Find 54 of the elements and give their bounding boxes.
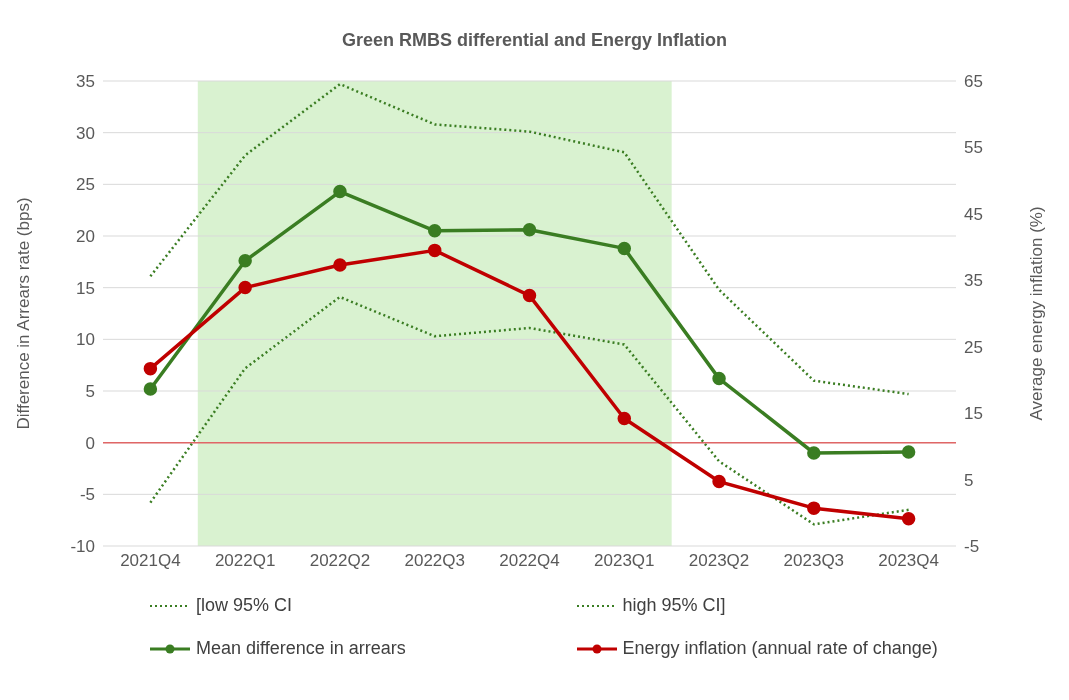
point [522,288,537,303]
x-tick-label: 2021Q4 [120,551,181,571]
point [143,382,158,396]
point [807,446,821,460]
x-tick-label: 2022Q3 [404,551,465,571]
y-tick-label: -10 [70,537,95,557]
y-tick-label: 15 [76,278,95,298]
y2-tick-label: 35 [964,271,983,291]
y2-tick-label: 25 [964,337,983,357]
y-tick-label: 5 [85,382,95,402]
y-tick-label: 10 [76,330,95,350]
x-tick-label: 2023Q3 [783,551,845,571]
legend-label: [low 95% CI [196,595,293,616]
point [427,243,442,258]
y2-tick-label: -5 [964,537,980,557]
point [807,501,821,515]
point [617,411,632,426]
point [333,184,347,199]
x-tick-label: 2022Q2 [309,551,371,571]
y2-axis-title: Average energy inflation (%) [1027,206,1047,421]
point [617,241,632,256]
y2-tick-label: 55 [964,138,983,158]
y2-tick-label: 45 [964,204,983,224]
y-tick-label: 30 [76,123,95,143]
line-series [149,82,910,396]
point [901,445,916,459]
y-axis-title: Difference in Arrears rate (bps) [14,197,34,430]
y-tick-label: 0 [85,433,95,453]
point [238,280,252,295]
y-tick-label: -5 [79,485,95,505]
legend-label: high 95% CI] [622,595,726,616]
point [333,258,347,272]
point [143,361,158,376]
y2-tick-label: 65 [964,72,983,92]
point [712,371,726,386]
y2-tick-label: 15 [964,404,983,424]
y-tick-label: 20 [76,227,95,247]
legend-label: Energy inflation (annual rate of change) [622,638,938,659]
x-tick-label: 2023Q2 [688,551,750,571]
y2-tick-label: 5 [964,470,974,490]
point [427,224,442,238]
y-tick-label: 25 [76,175,95,195]
line-series [149,295,910,526]
x-tick-label: 2022Q4 [499,551,560,571]
point [901,512,916,526]
y-tick-label: 35 [76,72,95,92]
point [712,474,726,489]
x-tick-label: 2022Q1 [214,551,276,571]
point [522,223,537,237]
x-tick-label: 2023Q1 [594,551,655,571]
point [238,254,252,268]
x-tick-label: 2023Q4 [878,551,939,571]
legend-label: Mean difference in arrears [196,638,406,659]
chart-title: Green RMBS differential and Energy Inflation [340,29,729,51]
